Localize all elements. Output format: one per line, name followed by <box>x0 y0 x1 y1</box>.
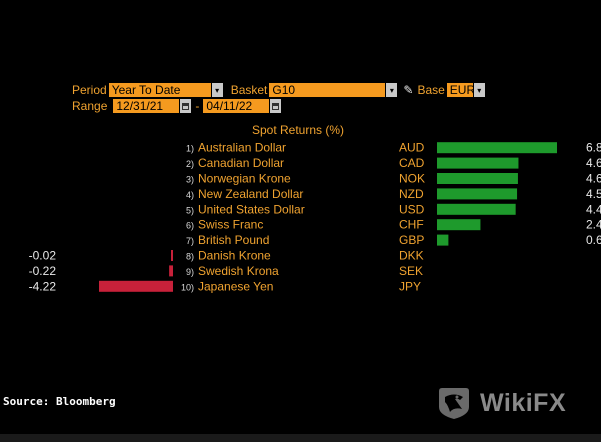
calendar-icon[interactable] <box>270 99 282 113</box>
value-label: 4.57 <box>586 187 601 201</box>
period-row: Period Year To Date ▾ Basket G10 ▾ ✎ Bas… <box>72 82 485 98</box>
currency-name: Norwegian Krone <box>198 172 291 186</box>
currency-code: CAD <box>399 156 425 170</box>
value-label: 2.48 <box>586 218 601 232</box>
currency-name: Japanese Yen <box>198 279 273 293</box>
period-select[interactable]: Year To Date <box>108 83 211 97</box>
bar <box>437 203 516 215</box>
bar <box>171 250 173 261</box>
watermark: WikiFX <box>436 385 566 421</box>
currency-code: NZD <box>399 187 424 201</box>
currency-code: DKK <box>399 249 424 263</box>
currency-code: SEK <box>399 264 423 278</box>
currency-name: Swiss Franc <box>198 218 263 232</box>
bar <box>169 265 173 277</box>
bar <box>437 219 481 231</box>
bar <box>437 142 557 154</box>
currency-name: Danish Krone <box>198 249 271 263</box>
basket-select[interactable]: G10 <box>269 83 386 97</box>
value-label: 0.65 <box>586 233 601 247</box>
bottom-strip <box>0 434 601 442</box>
pencil-icon[interactable]: ✎ <box>403 83 414 97</box>
calendar-icon[interactable] <box>180 99 192 113</box>
value-label: 4.62 <box>586 172 601 186</box>
currency-code: NOK <box>399 172 425 186</box>
chart-title: Spot Returns (%) <box>252 123 344 137</box>
value-label: -4.22 <box>29 279 57 293</box>
rank-label: 1) <box>186 144 194 154</box>
base-label: Base <box>417 83 445 97</box>
bar <box>437 157 519 169</box>
watermark-text: WikiFX <box>480 388 567 417</box>
rank-label: 7) <box>186 236 194 246</box>
value-label: 4.65 <box>586 156 601 170</box>
range-row: Range 12/31/21 - 04/11/22 <box>72 98 282 114</box>
rank-label: 2) <box>186 159 194 169</box>
rank-label: 4) <box>186 190 194 200</box>
value-label: 6.85 <box>586 141 601 155</box>
range-label: Range <box>72 99 108 113</box>
rank-label: 9) <box>186 267 194 277</box>
basket-label: Basket <box>230 83 268 97</box>
currency-name: Australian Dollar <box>198 141 286 155</box>
bar <box>437 173 518 184</box>
period-dropdown-icon[interactable]: ▾ <box>211 83 223 97</box>
range-start-input[interactable]: 12/31/21 <box>113 99 180 113</box>
range-separator: - <box>195 99 200 113</box>
currency-name: Canadian Dollar <box>198 156 284 170</box>
bar <box>437 234 449 246</box>
bar <box>99 280 173 292</box>
currency-name: Swedish Krona <box>198 264 279 278</box>
value-label: 4.49 <box>586 202 601 216</box>
wikifx-logo-icon <box>439 388 469 419</box>
value-label: -0.22 <box>29 264 57 278</box>
rank-label: 3) <box>186 175 194 185</box>
currency-name: New Zealand Dollar <box>198 187 303 201</box>
spot-returns-chart: Spot Returns (%) 1) Australian Dollar AUD 6… <box>29 123 601 293</box>
currency-code: JPY <box>399 279 421 293</box>
base-dropdown-icon[interactable]: ▾ <box>473 83 485 97</box>
value-label: -0.02 <box>29 249 57 263</box>
rank-label: 8) <box>186 252 194 262</box>
currency-code: GBP <box>399 233 424 247</box>
currency-code: AUD <box>399 141 425 155</box>
rank-label: 5) <box>186 205 194 215</box>
basket-dropdown-icon[interactable]: ▾ <box>386 83 398 97</box>
bar <box>437 188 518 200</box>
rank-label: 6) <box>186 221 194 231</box>
base-select[interactable]: EUR <box>446 83 475 97</box>
rank-label: 10) <box>181 282 194 292</box>
currency-code: CHF <box>399 218 424 232</box>
source-note: Source: Bloomberg <box>3 395 116 408</box>
currency-name: United States Dollar <box>198 202 305 216</box>
range-end-input[interactable]: 04/11/22 <box>203 99 270 113</box>
period-label: Period <box>72 83 107 97</box>
currency-name: British Pound <box>198 233 269 247</box>
currency-code: USD <box>399 202 425 216</box>
